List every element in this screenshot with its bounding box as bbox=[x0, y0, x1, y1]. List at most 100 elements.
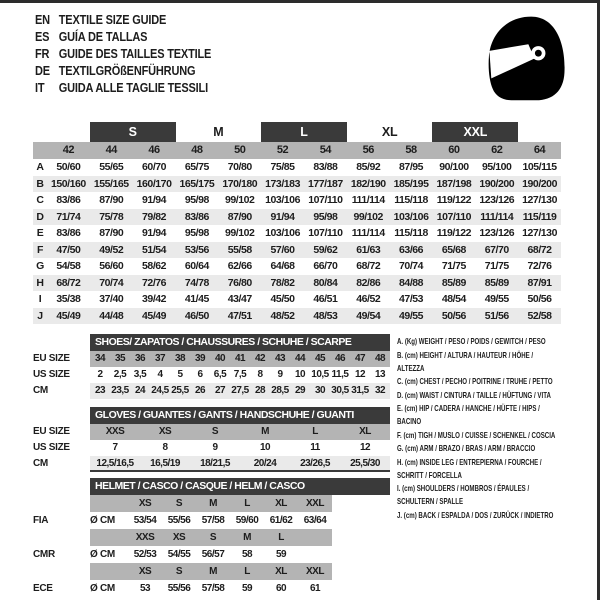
size-band-xl: XL bbox=[381, 125, 398, 139]
helmet-cell: 56/57 bbox=[201, 549, 225, 560]
gloves-table-cell: 18/21,5 bbox=[200, 458, 230, 469]
measure-value: 51/56 bbox=[484, 309, 509, 322]
measure-value: 55/58 bbox=[227, 243, 252, 256]
measure-value: 46/51 bbox=[313, 293, 338, 305]
measure-value: 62/66 bbox=[227, 260, 252, 272]
language-title: GUÍA DE TALLAS bbox=[58, 29, 148, 44]
measure-value: 111/114 bbox=[351, 227, 386, 239]
helmet-unit-label bbox=[90, 529, 128, 546]
helmet-row-label bbox=[33, 529, 90, 546]
helmet-size-table-title: HELMET / CASCO / CASQUE / HELM / CASCO bbox=[90, 478, 390, 495]
measure-value: 70/74 bbox=[399, 260, 424, 272]
measurement-legend: A. (Kg) WEIGHT / PESO / POIDS / GEWITCH … bbox=[397, 335, 561, 522]
measure-value: 83/86 bbox=[56, 194, 81, 206]
size-header-corner bbox=[33, 142, 47, 159]
measure-value: 65/75 bbox=[184, 161, 209, 173]
measure-row-e: E 83/86 87/90 91/94 95/98 99/102 103/106 107/11… bbox=[33, 225, 561, 242]
size-band-s: S bbox=[89, 122, 176, 142]
measure-value: 72/76 bbox=[527, 260, 552, 272]
helmet-cell: M bbox=[243, 532, 251, 543]
language-code: ES bbox=[35, 29, 50, 44]
measure-value: 44/48 bbox=[99, 309, 124, 322]
measure-value: 119/122 bbox=[436, 194, 472, 206]
measure-value: 115/118 bbox=[394, 194, 428, 206]
measure-value: 87/95 bbox=[399, 161, 424, 173]
measure-value: 61/63 bbox=[356, 243, 381, 256]
helmet-row-label bbox=[33, 495, 90, 512]
measure-value: 95/98 bbox=[184, 227, 209, 239]
measure-value: 103/106 bbox=[265, 227, 300, 239]
size-table-body: A 50/60 55/65 60/70 65/75 70/80 75/85 83/88 85/9… bbox=[33, 159, 561, 324]
measure-value: 57/60 bbox=[270, 243, 295, 256]
gloves-table-cell: 10 bbox=[259, 442, 271, 453]
helmet-cell: 57/58 bbox=[201, 515, 225, 526]
measure-value: 52/58 bbox=[527, 309, 552, 322]
measure-letter: A bbox=[36, 161, 44, 173]
size-band-l: L bbox=[261, 122, 347, 142]
helmet-cell: XS bbox=[172, 532, 186, 543]
helmet-unit-label: Ø CM bbox=[90, 583, 115, 594]
measure-value: 58/62 bbox=[142, 260, 167, 272]
helmet-cell: S bbox=[175, 566, 183, 577]
language-row: FR GUIDE DES TAILLES TEXTILE bbox=[35, 45, 255, 62]
size-header-cell: 46 bbox=[148, 144, 160, 156]
measure-value: 35/38 bbox=[56, 293, 81, 305]
helmet-cell: 59/60 bbox=[235, 515, 259, 526]
measure-value: 68/72 bbox=[56, 276, 81, 289]
measure-value: 83/88 bbox=[313, 161, 338, 173]
helmet-size-cells: XS S M L XL XXL bbox=[128, 563, 332, 580]
language-row: IT GUIDA ALLE TAGLIE TESSILI bbox=[35, 79, 255, 96]
measure-value: 71/75 bbox=[484, 260, 509, 272]
measure-value: 75/78 bbox=[99, 210, 124, 223]
measure-letter: B bbox=[36, 177, 44, 190]
size-header-cell: 58 bbox=[405, 144, 417, 156]
helmet-size-cells: XS S M L XL XXL bbox=[128, 495, 332, 512]
measure-value: 91/94 bbox=[142, 227, 167, 239]
gloves-table-cell: XS bbox=[158, 426, 172, 437]
helmet-cell: S bbox=[209, 532, 217, 543]
measure-row-i: I 35/38 37/40 39/42 41/45 43/47 45/50 46/51 46/5… bbox=[33, 291, 561, 308]
size-band-m: M bbox=[213, 125, 224, 139]
helmet-unit-label: Ø CM bbox=[90, 515, 115, 526]
helmet-cell: XL bbox=[275, 498, 287, 509]
shoes-table-cell: 10,5 bbox=[311, 369, 329, 380]
measure-value: 127/130 bbox=[522, 227, 557, 239]
legend-item-c: C. (cm) CHEST / PECHO / POITRINE / TRUHE… bbox=[397, 376, 553, 386]
gloves-table-cell: 12 bbox=[359, 442, 371, 453]
shoes-table-row-label: CM bbox=[33, 385, 48, 396]
legend-item-f: F. (cm) TIGH / MUSLO / CUISSE / SCHENKEL… bbox=[397, 429, 556, 440]
shoes-table-cell: 28,5 bbox=[271, 385, 289, 396]
gloves-table-row: CM 12,5/16,5 16,5/19 18/21,5 20/24 23/26,5 25,… bbox=[33, 456, 390, 472]
measure-letter: F bbox=[37, 243, 43, 256]
measure-value: 78/82 bbox=[270, 276, 295, 289]
measure-value: 115/118 bbox=[394, 227, 428, 239]
measure-value: 51/54 bbox=[142, 243, 167, 256]
measure-row-h: H 68/72 70/74 72/76 74/78 76/80 78/82 80/84 82/8… bbox=[33, 274, 561, 291]
shoes-table-cell: 35 bbox=[114, 353, 126, 364]
measure-value: 68/72 bbox=[527, 243, 552, 256]
measure-value: 60/64 bbox=[184, 260, 209, 272]
helmet-row-label: FIA bbox=[33, 515, 49, 526]
shoes-table-cell: 6 bbox=[197, 369, 203, 380]
measure-value: 47/53 bbox=[399, 293, 424, 305]
measure-value: 107/110 bbox=[436, 210, 472, 223]
gloves-table-cell: 7 bbox=[112, 442, 118, 453]
measure-value: 84/88 bbox=[399, 276, 424, 289]
helmet-row-cells: Ø CM 52/53 54/55 56/57 58 59 bbox=[90, 546, 332, 563]
shoes-table-cell: 34 bbox=[94, 353, 106, 364]
measure-value: 70/74 bbox=[99, 276, 124, 289]
shoes-table-row: EU SIZE 34 35 36 37 38 39 40 41 42 43 44 45 46 47 48 bbox=[33, 351, 390, 367]
size-header-cell: 44 bbox=[105, 144, 118, 156]
helmet-table-row: XXS XS S M L bbox=[33, 529, 390, 546]
helmet-row-cells: Ø CM 53/54 55/56 57/58 59/60 61/62 63/64 bbox=[90, 512, 332, 529]
shoes-table-row: US SIZE 2 2,5 3,5 4 5 6 6,5 7,5 8 9 10 10,5 11,5 12 13 bbox=[33, 367, 390, 383]
helmet-cell: XXL bbox=[306, 498, 324, 509]
shoes-table-cell: 8 bbox=[257, 369, 263, 380]
measure-letter: H bbox=[36, 276, 44, 289]
measure-value: 127/130 bbox=[522, 194, 557, 206]
measure-value: 190/200 bbox=[479, 177, 515, 190]
shoes-table-cell: 7,5 bbox=[233, 369, 247, 380]
shoes-table-cell: 44 bbox=[294, 353, 306, 364]
legend-item-h: H. (cm) INSIDE LEG / ENTREPIERNA / FOURC… bbox=[397, 456, 542, 480]
measure-value: 111/114 bbox=[480, 210, 514, 223]
